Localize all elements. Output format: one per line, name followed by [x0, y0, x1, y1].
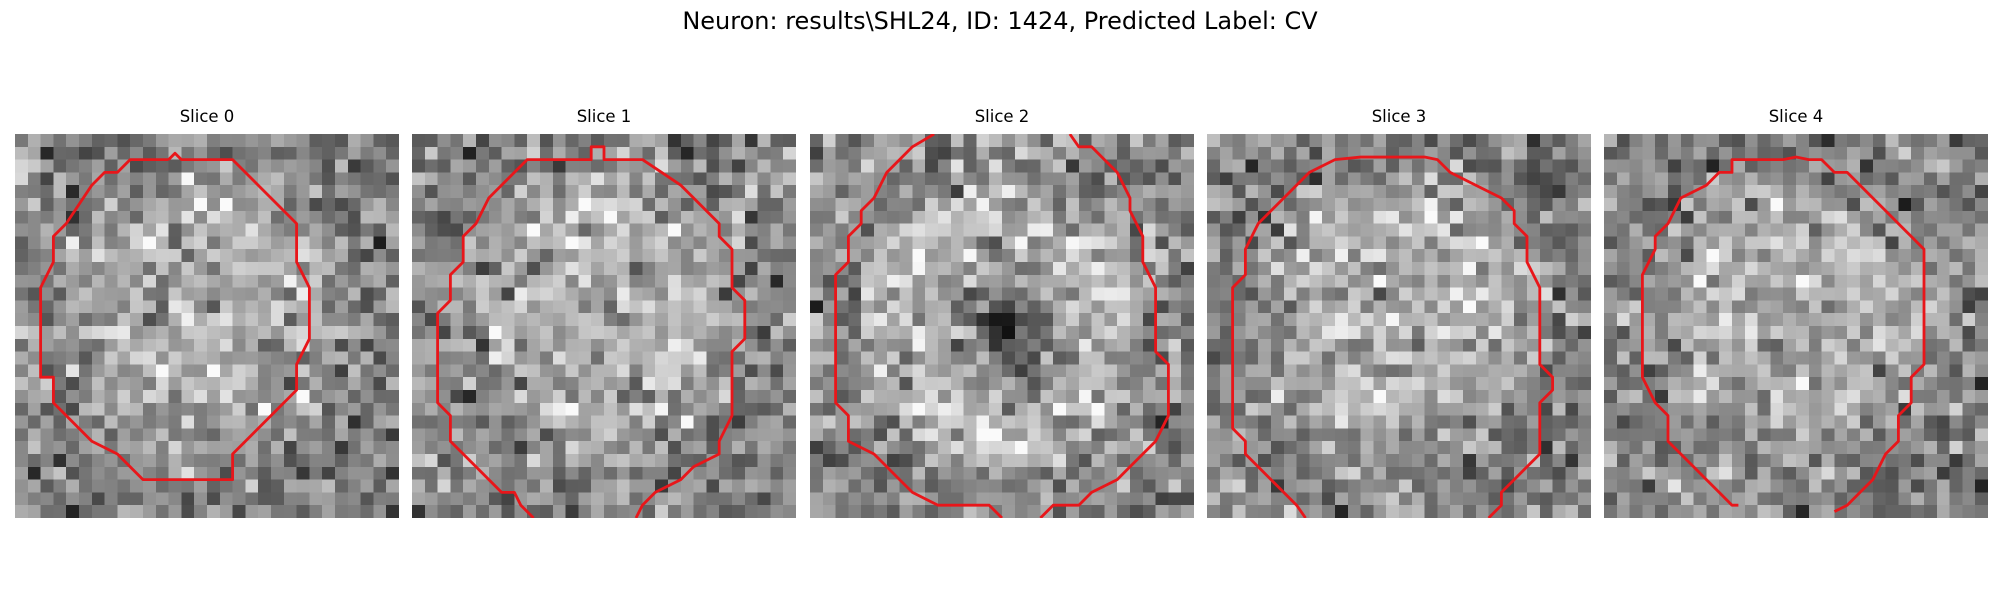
- figure-title: Neuron: results\SHL24, ID: 1424, Predict…: [682, 7, 1318, 35]
- slice-title-3: Slice 3: [1371, 107, 1427, 126]
- slice-image-0: [15, 134, 399, 518]
- contour-line-0: [39, 151, 311, 482]
- contour-line-1: [436, 145, 747, 518]
- contour-line-3: [1231, 155, 1555, 518]
- contour-line-2a: [834, 134, 1003, 518]
- slice-title-4: Slice 4: [1768, 107, 1824, 126]
- slice-title-0: Slice 0: [179, 107, 235, 126]
- slice-image-3: [1207, 134, 1591, 518]
- slice-title-1: Slice 1: [576, 107, 632, 126]
- contour-line-4: [1640, 155, 1926, 513]
- slice-image-2: [810, 134, 1194, 518]
- contour-line-2b: [1039, 134, 1170, 518]
- slice-title-2: Slice 2: [974, 107, 1030, 126]
- slice-image-1: [412, 134, 796, 518]
- slice-image-4: [1604, 134, 1988, 518]
